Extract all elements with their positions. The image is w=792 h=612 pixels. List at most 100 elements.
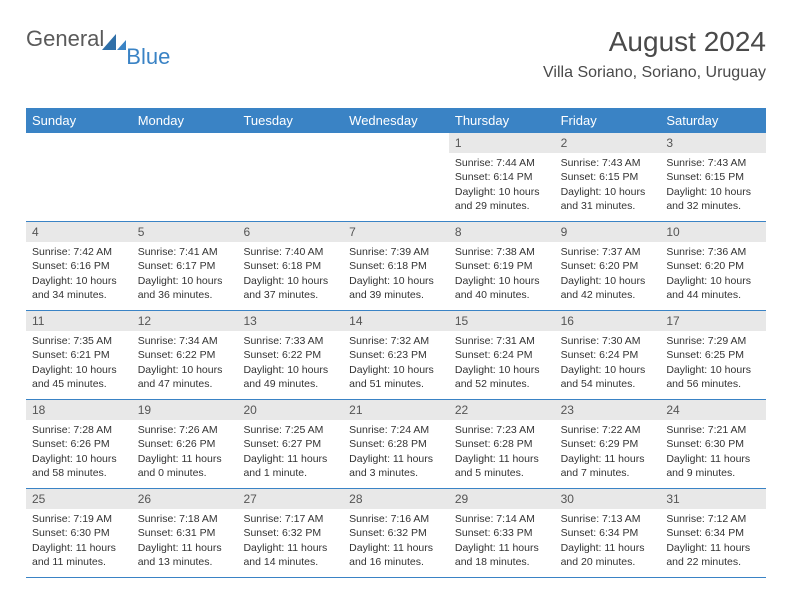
day-number: 19 — [132, 400, 238, 420]
day-number: 11 — [26, 311, 132, 331]
daylight-line: Daylight: 11 hours and 0 minutes. — [138, 452, 232, 480]
sunrise-line: Sunrise: 7:38 AM — [455, 245, 549, 259]
daylight-line: Daylight: 10 hours and 51 minutes. — [349, 363, 443, 391]
day-number: 16 — [555, 311, 661, 331]
day-cell — [343, 133, 449, 221]
daylight-line: Daylight: 11 hours and 16 minutes. — [349, 541, 443, 569]
day-number: 31 — [660, 489, 766, 509]
sunset-line: Sunset: 6:32 PM — [349, 526, 443, 540]
day-cell: 4Sunrise: 7:42 AMSunset: 6:16 PMDaylight… — [26, 222, 132, 310]
day-cell — [26, 133, 132, 221]
sunrise-line: Sunrise: 7:32 AM — [349, 334, 443, 348]
week-row: 1Sunrise: 7:44 AMSunset: 6:14 PMDaylight… — [26, 133, 766, 222]
day-body: Sunrise: 7:16 AMSunset: 6:32 PMDaylight:… — [343, 512, 449, 573]
day-body: Sunrise: 7:39 AMSunset: 6:18 PMDaylight:… — [343, 245, 449, 306]
day-cell: 28Sunrise: 7:16 AMSunset: 6:32 PMDayligh… — [343, 489, 449, 577]
day-body: Sunrise: 7:21 AMSunset: 6:30 PMDaylight:… — [660, 423, 766, 484]
day-body: Sunrise: 7:14 AMSunset: 6:33 PMDaylight:… — [449, 512, 555, 573]
header: August 2024 Villa Soriano, Soriano, Urug… — [543, 26, 766, 82]
day-number: 20 — [237, 400, 343, 420]
day-cell: 25Sunrise: 7:19 AMSunset: 6:30 PMDayligh… — [26, 489, 132, 577]
day-cell: 26Sunrise: 7:18 AMSunset: 6:31 PMDayligh… — [132, 489, 238, 577]
day-number: 3 — [660, 133, 766, 153]
day-cell: 29 Sunrise: 7:14 AMSunset: 6:33 PMDayligh… — [449, 489, 555, 577]
daylight-line: Daylight: 11 hours and 11 minutes. — [32, 541, 126, 569]
day-body: Sunrise: 7:22 AMSunset: 6:29 PMDaylight:… — [555, 423, 661, 484]
sunset-line: Sunset: 6:23 PM — [349, 348, 443, 362]
daylight-line: Daylight: 10 hours and 29 minutes. — [455, 185, 549, 213]
sunrise-line: Sunrise: 7:44 AM — [455, 156, 549, 170]
daylight-line: Daylight: 10 hours and 39 minutes. — [349, 274, 443, 302]
daylight-line: Daylight: 11 hours and 20 minutes. — [561, 541, 655, 569]
sunset-line: Sunset: 6:20 PM — [561, 259, 655, 273]
sunrise-line: Sunrise: 7:29 AM — [666, 334, 760, 348]
sunrise-line: Sunrise: 7:35 AM — [32, 334, 126, 348]
day-body: Sunrise: 7:43 AMSunset: 6:15 PMDaylight:… — [555, 156, 661, 217]
sunset-line: Sunset: 6:22 PM — [243, 348, 337, 362]
day-number: 29 — [449, 489, 555, 509]
sunrise-line: Sunrise: 7:28 AM — [32, 423, 126, 437]
day-body: Sunrise: 7:25 AMSunset: 6:27 PMDaylight:… — [237, 423, 343, 484]
day-cell: 22Sunrise: 7:23 AMSunset: 6:28 PMDayligh… — [449, 400, 555, 488]
day-number: 12 — [132, 311, 238, 331]
week-row: 4Sunrise: 7:42 AMSunset: 6:16 PMDaylight… — [26, 222, 766, 311]
day-cell — [132, 133, 238, 221]
sunrise-line: Sunrise: 7:17 AM — [243, 512, 337, 526]
week-row: 18Sunrise: 7:28 AMSunset: 6:26 PMDayligh… — [26, 400, 766, 489]
daylight-line: Daylight: 10 hours and 47 minutes. — [138, 363, 232, 391]
day-number: 13 — [237, 311, 343, 331]
day-cell: 13 Sunrise: 7:33 AMSunset: 6:22 PMDayligh… — [237, 311, 343, 399]
dow-header-thursday: Thursday — [449, 108, 555, 133]
sunset-line: Sunset: 6:34 PM — [666, 526, 760, 540]
day-cell — [237, 133, 343, 221]
sunrise-line: Sunrise: 7:24 AM — [349, 423, 443, 437]
day-number: 14 — [343, 311, 449, 331]
day-cell: 6Sunrise: 7:40 AMSunset: 6:18 PMDaylight… — [237, 222, 343, 310]
daylight-line: Daylight: 10 hours and 31 minutes. — [561, 185, 655, 213]
sunrise-line: Sunrise: 7:31 AM — [455, 334, 549, 348]
day-cell: 11Sunrise: 7:35 AMSunset: 6:21 PMDayligh… — [26, 311, 132, 399]
daylight-line: Daylight: 10 hours and 40 minutes. — [455, 274, 549, 302]
sunrise-line: Sunrise: 7:42 AM — [32, 245, 126, 259]
dow-header-saturday: Saturday — [660, 108, 766, 133]
sunrise-line: Sunrise: 7:19 AM — [32, 512, 126, 526]
sunrise-line: Sunrise: 7:43 AM — [561, 156, 655, 170]
day-body: Sunrise: 7:36 AMSunset: 6:20 PMDaylight:… — [660, 245, 766, 306]
calendar-grid: SundayMondayTuesdayWednesdayThursdayFrid… — [26, 108, 766, 578]
day-body: Sunrise: 7:18 AMSunset: 6:31 PMDaylight:… — [132, 512, 238, 573]
location-label: Villa Soriano, Soriano, Uruguay — [543, 64, 766, 82]
dow-header-wednesday: Wednesday — [343, 108, 449, 133]
day-number: 10 — [660, 222, 766, 242]
day-body: Sunrise: 7:19 AMSunset: 6:30 PMDaylight:… — [26, 512, 132, 573]
day-body: Sunrise: 7:33 AMSunset: 6:22 PMDaylight:… — [237, 334, 343, 395]
sunrise-line: Sunrise: 7:22 AM — [561, 423, 655, 437]
day-number: 2 — [555, 133, 661, 153]
sunset-line: Sunset: 6:32 PM — [243, 526, 337, 540]
sunset-line: Sunset: 6:15 PM — [561, 170, 655, 184]
daylight-line: Daylight: 10 hours and 49 minutes. — [243, 363, 337, 391]
month-title: August 2024 — [543, 26, 766, 58]
day-body: Sunrise: 7:26 AMSunset: 6:26 PMDaylight:… — [132, 423, 238, 484]
sunrise-line: Sunrise: 7:21 AM — [666, 423, 760, 437]
week-row: 11Sunrise: 7:35 AMSunset: 6:21 PMDayligh… — [26, 311, 766, 400]
sunrise-line: Sunrise: 7:26 AM — [138, 423, 232, 437]
day-cell: 1Sunrise: 7:44 AMSunset: 6:14 PMDaylight… — [449, 133, 555, 221]
sunset-line: Sunset: 6:24 PM — [455, 348, 549, 362]
sunrise-line: Sunrise: 7:13 AM — [561, 512, 655, 526]
daylight-line: Daylight: 10 hours and 56 minutes. — [666, 363, 760, 391]
day-number: 1 — [449, 133, 555, 153]
day-number: 24 — [660, 400, 766, 420]
daylight-line: Daylight: 10 hours and 52 minutes. — [455, 363, 549, 391]
sunset-line: Sunset: 6:24 PM — [561, 348, 655, 362]
daylight-line: Daylight: 11 hours and 5 minutes. — [455, 452, 549, 480]
day-number: 5 — [132, 222, 238, 242]
daylight-line: Daylight: 11 hours and 18 minutes. — [455, 541, 549, 569]
sunset-line: Sunset: 6:27 PM — [243, 437, 337, 451]
dow-header-tuesday: Tuesday — [237, 108, 343, 133]
daylight-line: Daylight: 11 hours and 7 minutes. — [561, 452, 655, 480]
day-body: Sunrise: 7:13 AMSunset: 6:34 PMDaylight:… — [555, 512, 661, 573]
day-number: 9 — [555, 222, 661, 242]
sunset-line: Sunset: 6:16 PM — [32, 259, 126, 273]
sunrise-line: Sunrise: 7:41 AM — [138, 245, 232, 259]
sunset-line: Sunset: 6:33 PM — [455, 526, 549, 540]
